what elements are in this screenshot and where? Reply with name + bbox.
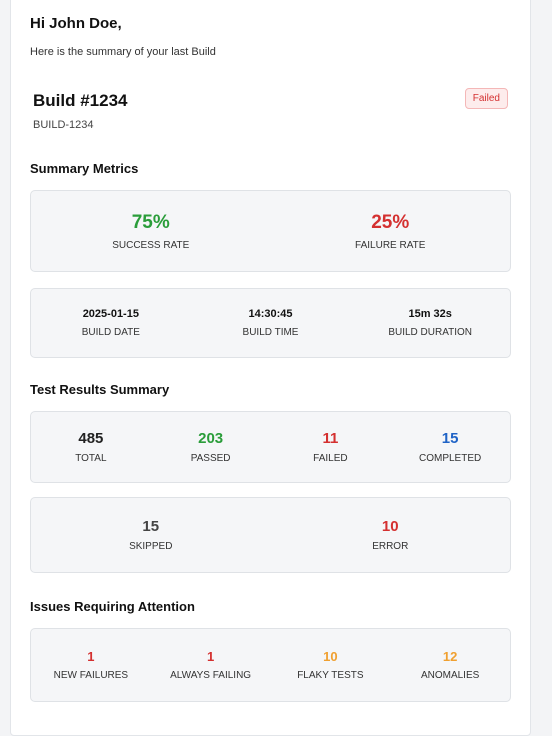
completed-tests-metric: 15 COMPLETED [390, 412, 510, 482]
build-duration-label: BUILD DURATION [388, 327, 473, 338]
passed-tests-metric: 203 PASSED [151, 412, 271, 482]
flaky-tests-label: FLAKY TESTS [297, 670, 364, 681]
success-rate-label: SUCCESS RATE [112, 239, 190, 251]
success-rate-metric: 75% SUCCESS RATE [31, 191, 271, 271]
rates-panel: 75% SUCCESS RATE 25% FAILURE RATE [30, 190, 511, 272]
issues-panel: 1 NEW FAILURES 1 ALWAYS FAILING 10 FLAKY… [30, 628, 511, 702]
summary-metrics-title: Summary Metrics [30, 161, 139, 176]
new-failures-value: 1 [87, 649, 95, 664]
failed-tests-label: FAILED [313, 453, 348, 464]
skipped-tests-value: 15 [142, 518, 160, 535]
build-summary-card: Hi John Doe, Here is the summary of your… [10, 0, 531, 736]
build-details-panel: 2025-01-15 BUILD DATE 14:30:45 BUILD TIM… [30, 288, 511, 358]
total-tests-label: TOTAL [75, 453, 107, 464]
flaky-tests-metric: 10 FLAKY TESTS [271, 629, 391, 701]
test-results-panel: 485 TOTAL 203 PASSED 11 FAILED 15 COMPLE… [30, 411, 511, 483]
build-date-metric: 2025-01-15 BUILD DATE [31, 289, 191, 357]
status-badge: Failed [464, 88, 508, 109]
build-time-metric: 14:30:45 BUILD TIME [191, 289, 351, 357]
failed-tests-metric: 11 FAILED [271, 412, 391, 482]
completed-tests-label: COMPLETED [419, 453, 482, 464]
skipped-tests-metric: 15 SKIPPED [31, 498, 271, 572]
anomalies-metric: 12 ANOMALIES [390, 629, 510, 701]
build-date-label: BUILD DATE [81, 327, 140, 338]
new-failures-label: NEW FAILURES [53, 670, 129, 681]
passed-tests-value: 203 [198, 430, 224, 447]
build-duration-value: 15m 32s [408, 308, 452, 320]
build-id: BUILD-1234 [33, 119, 94, 131]
new-failures-metric: 1 NEW FAILURES [31, 629, 151, 701]
total-tests-metric: 485 TOTAL [31, 412, 151, 482]
error-tests-metric: 10 ERROR [271, 498, 511, 572]
error-tests-label: ERROR [372, 541, 409, 552]
build-duration-metric: 15m 32s BUILD DURATION [350, 289, 510, 357]
build-time-value: 14:30:45 [248, 308, 293, 320]
intro-text: Here is the summary of your last Build [30, 46, 216, 58]
build-time-label: BUILD TIME [242, 327, 299, 338]
passed-tests-label: PASSED [190, 453, 231, 464]
anomalies-label: ANOMALIES [420, 670, 480, 681]
always-failing-value: 1 [207, 649, 215, 664]
always-failing-metric: 1 ALWAYS FAILING [151, 629, 271, 701]
failure-rate-label: FAILURE RATE [355, 239, 426, 251]
always-failing-label: ALWAYS FAILING [170, 670, 252, 681]
anomalies-value: 12 [442, 649, 458, 664]
issues-title: Issues Requiring Attention [30, 599, 195, 614]
flaky-tests-value: 10 [323, 649, 338, 664]
test-results-title: Test Results Summary [30, 382, 170, 397]
total-tests-value: 485 [78, 430, 104, 447]
build-title: Build #1234 [33, 91, 128, 110]
error-tests-value: 10 [381, 518, 399, 535]
failure-rate-metric: 25% FAILURE RATE [271, 191, 511, 271]
greeting: Hi John Doe, [30, 15, 122, 32]
failure-rate-value: 25% [371, 211, 410, 233]
build-date-value: 2025-01-15 [82, 308, 139, 320]
test-results-secondary-panel: 15 SKIPPED 10 ERROR [30, 497, 511, 573]
success-rate-value: 75% [131, 211, 170, 233]
failed-tests-value: 11 [322, 430, 339, 447]
skipped-tests-label: SKIPPED [129, 541, 173, 552]
completed-tests-value: 15 [441, 430, 459, 447]
